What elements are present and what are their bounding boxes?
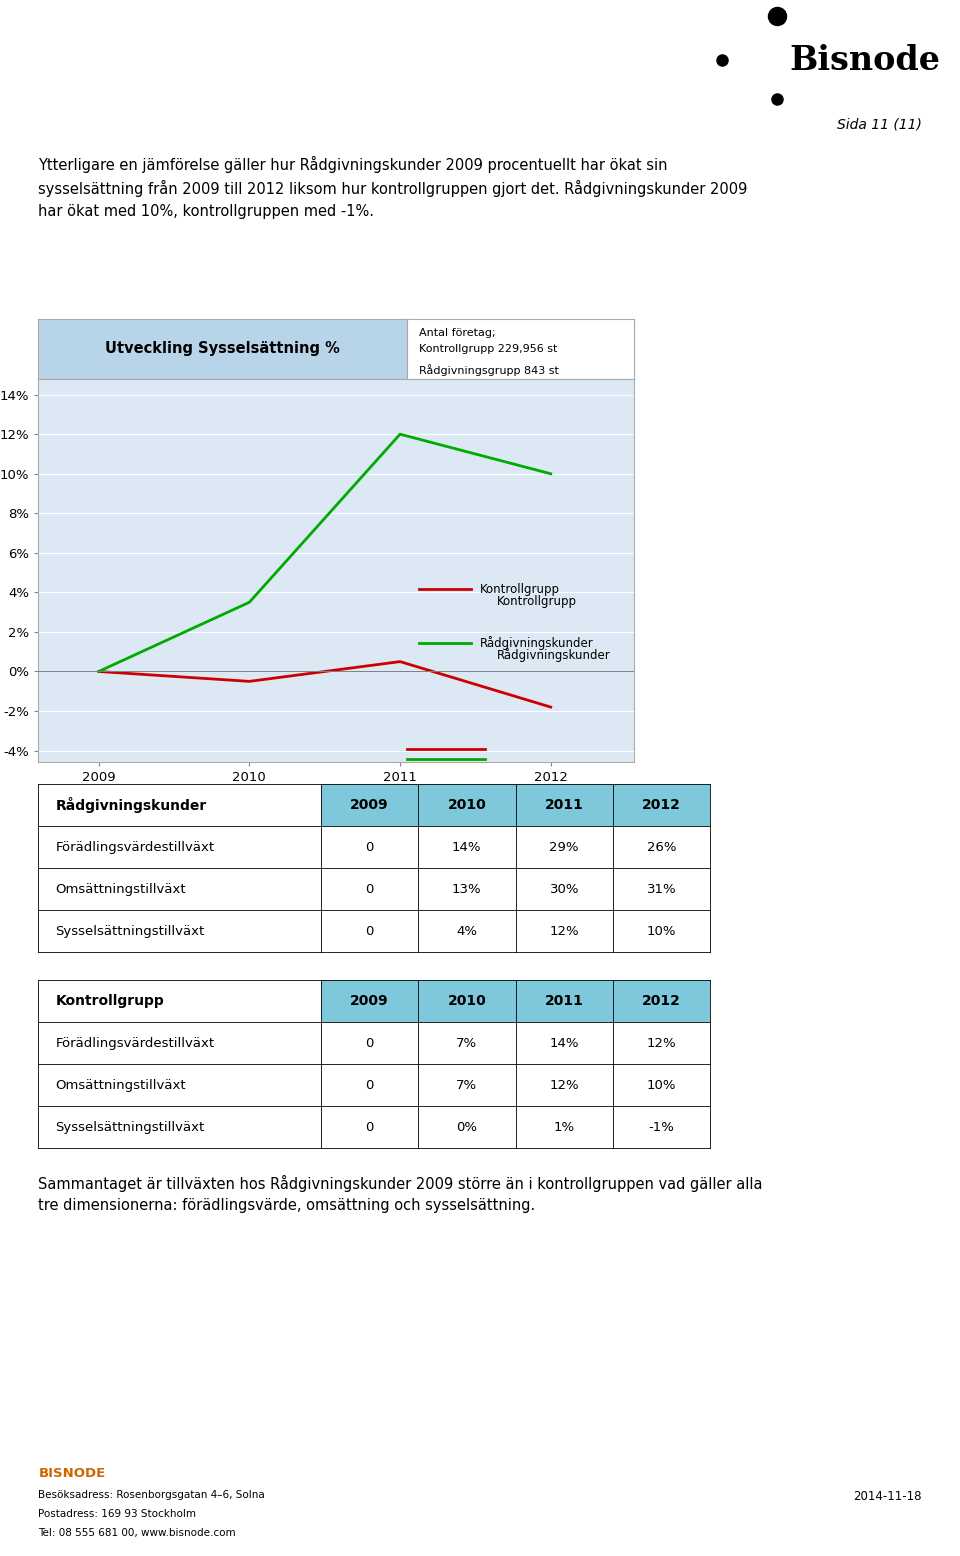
Text: 31%: 31% [647, 882, 677, 896]
Text: Kontrollgrupp: Kontrollgrupp [480, 582, 560, 596]
Text: Rådgivningskunder: Rådgivningskunder [56, 797, 206, 814]
Text: Rådgivningskunder: Rådgivningskunder [480, 636, 593, 650]
Text: 1%: 1% [554, 1120, 575, 1134]
Text: Kontrollgrupp: Kontrollgrupp [56, 994, 164, 1008]
Text: 2010: 2010 [447, 798, 486, 812]
Text: 7%: 7% [456, 1078, 477, 1092]
Text: Tel: 08 555 681 00, www.bisnode.com: Tel: 08 555 681 00, www.bisnode.com [38, 1528, 236, 1537]
Text: 0: 0 [365, 924, 373, 938]
Text: 2011: 2011 [545, 798, 584, 812]
Text: Förädlingsvärdestillväxt: Förädlingsvärdestillväxt [56, 840, 214, 854]
Text: Sammantaget är tillväxten hos Rådgivningskunder 2009 större än i kontrollgruppen: Sammantaget är tillväxten hos Rådgivning… [38, 1175, 763, 1214]
Text: 0: 0 [365, 1078, 373, 1092]
Text: 0: 0 [365, 1120, 373, 1134]
Text: Bisnode: Bisnode [790, 44, 941, 76]
Text: 12%: 12% [647, 1036, 677, 1050]
Text: 7%: 7% [456, 1036, 477, 1050]
Text: 2012: 2012 [642, 798, 681, 812]
Text: 2012: 2012 [642, 994, 681, 1008]
Text: Postadress: 169 93 Stockholm: Postadress: 169 93 Stockholm [38, 1509, 197, 1519]
Text: -1%: -1% [649, 1120, 675, 1134]
Text: Sysselsättningstillväxt: Sysselsättningstillväxt [56, 1120, 204, 1134]
Text: 13%: 13% [452, 882, 482, 896]
Text: 14%: 14% [549, 1036, 579, 1050]
Text: Besöksadress: Rosenborgsgatan 4–6, Solna: Besöksadress: Rosenborgsgatan 4–6, Solna [38, 1491, 265, 1500]
Text: Antal företag;: Antal företag; [419, 328, 495, 338]
Text: 10%: 10% [647, 924, 677, 938]
Text: Rådgivningskunder: Rådgivningskunder [496, 647, 611, 661]
Text: 10%: 10% [647, 1078, 677, 1092]
Text: 29%: 29% [549, 840, 579, 854]
Text: Rådgivningsgrupp 843 st: Rådgivningsgrupp 843 st [419, 364, 559, 377]
Text: Omsättningstillväxt: Omsättningstillväxt [56, 882, 186, 896]
Text: BISNODE: BISNODE [38, 1467, 106, 1480]
Text: 26%: 26% [647, 840, 677, 854]
Text: 2010: 2010 [447, 994, 486, 1008]
Text: Sysselsättningstillväxt: Sysselsättningstillväxt [56, 924, 204, 938]
Text: 0: 0 [365, 840, 373, 854]
Text: 12%: 12% [549, 1078, 579, 1092]
Text: Omsättningstillväxt: Omsättningstillväxt [56, 1078, 186, 1092]
Text: 4%: 4% [456, 924, 477, 938]
Text: 2009: 2009 [350, 798, 389, 812]
Text: 0%: 0% [456, 1120, 477, 1134]
Text: 14%: 14% [452, 840, 482, 854]
Text: 30%: 30% [549, 882, 579, 896]
Text: Sida 11 (11): Sida 11 (11) [837, 118, 922, 131]
Text: Ytterligare en jämförelse gäller hur Rådgivningskunder 2009 procentuellt har öka: Ytterligare en jämförelse gäller hur Råd… [38, 156, 748, 219]
Text: 2009: 2009 [350, 994, 389, 1008]
Text: 12%: 12% [549, 924, 579, 938]
Text: 0: 0 [365, 1036, 373, 1050]
Text: 0: 0 [365, 882, 373, 896]
Text: Kontrollgrupp 229,956 st: Kontrollgrupp 229,956 st [419, 344, 557, 355]
Text: Utveckling Sysselsättning %: Utveckling Sysselsättning % [106, 341, 341, 356]
Text: 2011: 2011 [545, 994, 584, 1008]
Text: Förädlingsvärdestillväxt: Förädlingsvärdestillväxt [56, 1036, 214, 1050]
Text: Kontrollgrupp: Kontrollgrupp [496, 594, 577, 608]
Text: 2014-11-18: 2014-11-18 [853, 1491, 922, 1503]
